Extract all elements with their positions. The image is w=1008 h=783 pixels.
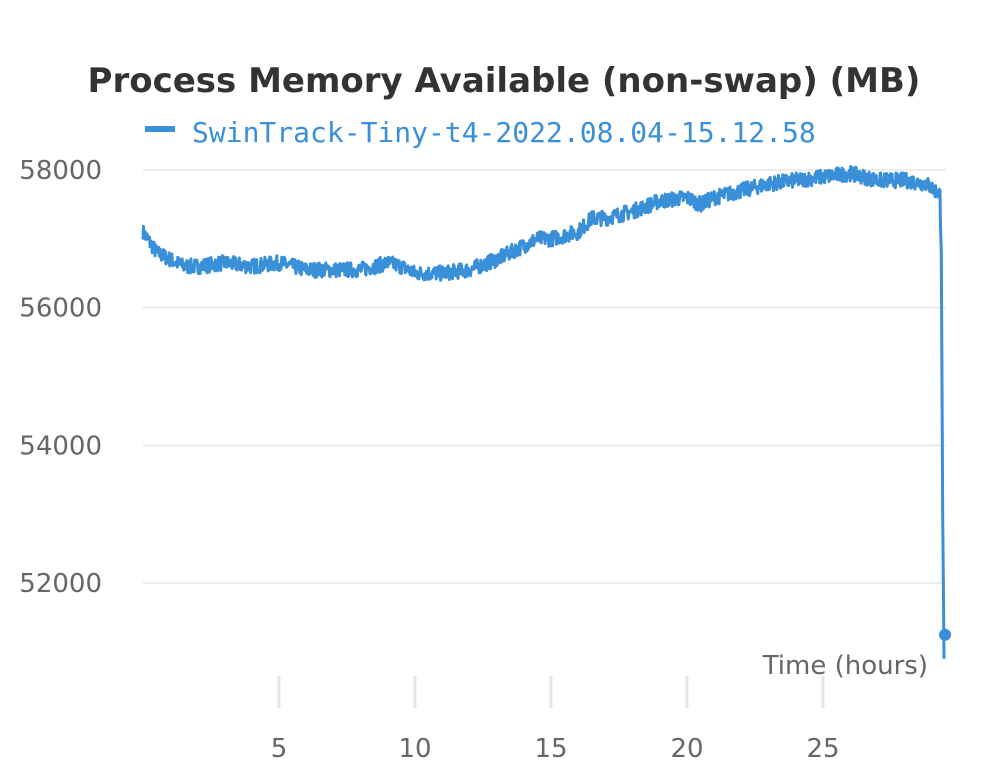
y-axis: 52000 54000 56000 58000 <box>19 156 102 599</box>
x-tick-label: 10 <box>398 734 431 764</box>
y-tick-label: 56000 <box>19 294 102 324</box>
legend-series-label: SwinTrack-Tiny-t4-2022.08.04-15.12.58 <box>192 116 816 149</box>
x-tick-label: 5 <box>271 734 288 764</box>
series-line <box>141 165 946 659</box>
x-tick-label: 15 <box>534 734 567 764</box>
series-end-marker <box>939 628 952 641</box>
x-tick-label: 25 <box>806 734 839 764</box>
chart-title: Process Memory Available (non-swap) (MB) <box>88 61 921 101</box>
y-tick-label: 52000 <box>19 569 102 599</box>
x-axis: 5 10 15 20 25 <box>271 676 840 764</box>
y-tick-label: 54000 <box>19 431 102 461</box>
legend: SwinTrack-Tiny-t4-2022.08.04-15.12.58 <box>145 116 816 149</box>
y-tick-label: 58000 <box>19 156 102 186</box>
x-tick-label: 20 <box>670 734 703 764</box>
x-axis-label: Time (hours) <box>762 651 928 681</box>
grid <box>143 169 946 584</box>
